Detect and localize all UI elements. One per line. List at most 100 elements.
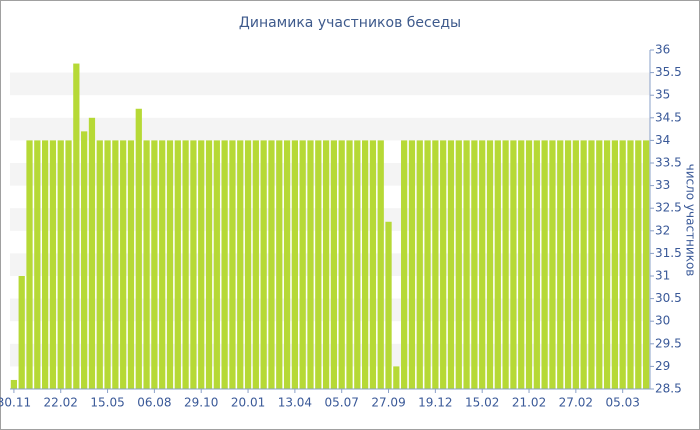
x-tick-label: 27.09	[371, 396, 405, 410]
bar	[174, 140, 181, 389]
bar	[596, 140, 603, 389]
bar	[541, 140, 548, 389]
bar	[642, 140, 650, 389]
bar	[65, 140, 72, 389]
bar	[416, 140, 423, 389]
bar	[96, 140, 103, 389]
bar	[260, 140, 267, 389]
bar	[377, 140, 384, 389]
bar	[315, 140, 322, 389]
bar	[588, 140, 595, 389]
x-tick-label: 15.05	[90, 396, 124, 410]
bar	[564, 140, 572, 389]
x-tick-label: 29.10	[184, 396, 218, 410]
bar	[26, 140, 33, 389]
bar	[354, 140, 361, 389]
bar	[205, 140, 213, 389]
bar	[127, 140, 135, 389]
y-tick-label: 29.5	[655, 336, 682, 350]
bar	[518, 140, 525, 389]
y-tick-label: 30	[655, 314, 670, 328]
y-tick-label: 29	[655, 359, 670, 373]
x-tick-label: 05.07	[325, 396, 359, 410]
x-tick-label: 06.08	[137, 396, 171, 410]
bar	[283, 140, 291, 389]
x-tick-label: 13.04	[278, 396, 312, 410]
y-tick-label: 35	[655, 88, 670, 102]
y-tick-label: 32.5	[655, 201, 682, 215]
bar	[479, 140, 486, 389]
bar	[627, 140, 634, 389]
bar	[346, 140, 353, 389]
x-tick-label: 19.12	[418, 396, 452, 410]
bar	[104, 140, 111, 389]
y-tick-label: 31	[655, 269, 670, 283]
bar	[190, 140, 197, 389]
bar	[213, 140, 220, 389]
bar	[432, 140, 439, 389]
y-tick-label: 31.5	[655, 246, 682, 260]
y-tick-label: 30.5	[655, 291, 682, 305]
bar	[463, 140, 470, 389]
bar	[143, 140, 150, 389]
y-tick-label: 34.5	[655, 110, 682, 124]
bar	[533, 140, 540, 389]
bar	[151, 140, 158, 389]
bar	[268, 140, 275, 389]
bar	[159, 140, 166, 389]
bar	[494, 140, 501, 389]
bar	[322, 140, 330, 389]
bar	[502, 140, 509, 389]
bar	[408, 140, 416, 389]
bar	[362, 140, 369, 389]
x-tick-label: 20.01	[231, 396, 265, 410]
bar	[455, 140, 462, 389]
bar	[307, 140, 314, 389]
bar	[49, 140, 57, 389]
y-tick-label: 33.5	[655, 156, 682, 170]
bar	[221, 140, 228, 389]
bar	[166, 140, 174, 389]
x-tick-label: 15.02	[465, 396, 499, 410]
x-tick-label: 05.03	[606, 396, 640, 410]
bar	[42, 140, 49, 389]
bar	[229, 140, 236, 389]
y-tick-label: 32	[655, 223, 670, 237]
bar	[299, 140, 306, 389]
bar	[486, 140, 494, 389]
bar	[252, 140, 259, 389]
bar	[580, 140, 587, 389]
x-tick-label: 27.02	[559, 396, 593, 410]
x-tick-label: 21.02	[512, 396, 546, 410]
y-tick-label: 33	[655, 178, 670, 192]
bar	[525, 140, 533, 389]
bar	[34, 140, 41, 389]
bar	[510, 140, 517, 389]
bar	[120, 140, 127, 389]
bar	[330, 140, 338, 389]
bar	[10, 379, 18, 389]
bar	[73, 63, 80, 390]
bar	[338, 140, 345, 389]
bar	[18, 276, 25, 389]
grid-band	[10, 117, 650, 141]
bar	[369, 140, 377, 389]
bar	[619, 140, 626, 389]
bar	[57, 140, 64, 389]
bar	[447, 140, 455, 389]
bar	[440, 140, 447, 389]
bar	[471, 140, 478, 389]
y-tick-label: 34	[655, 133, 670, 147]
y-tick-label: 28.5	[655, 382, 682, 396]
bar	[603, 140, 611, 389]
x-tick-label: 22.02	[44, 396, 78, 410]
bar	[88, 117, 96, 390]
x-tick-label: 30.11	[0, 396, 31, 410]
y-tick-label: 36	[655, 43, 670, 57]
bar	[611, 140, 618, 389]
bar	[291, 140, 298, 389]
bar	[276, 140, 283, 389]
bar	[385, 221, 392, 389]
bar	[549, 140, 556, 389]
